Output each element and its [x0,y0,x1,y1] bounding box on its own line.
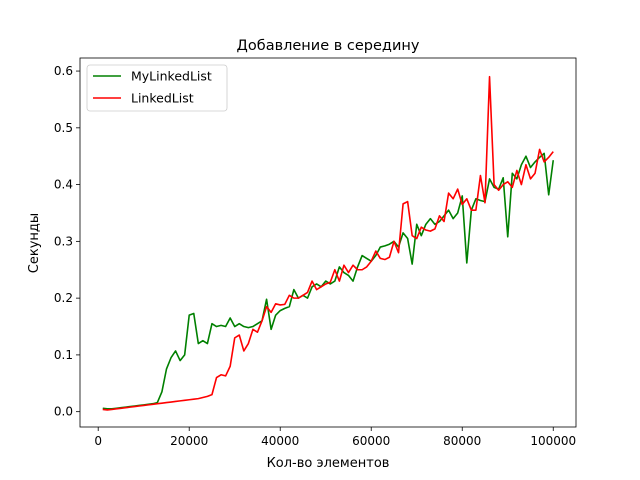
x-tick-label: 20000 [170,434,208,448]
x-tick-label: 80000 [443,434,481,448]
legend-entry-0: MyLinkedList [131,69,212,84]
y-tick-label: 0.4 [54,178,73,192]
y-tick-label: 0.0 [54,405,73,419]
chart-title: Добавление в середину [237,38,420,54]
x-tick-label: 40000 [261,434,299,448]
y-tick-label: 0.5 [54,121,73,135]
series-line-1 [102,75,554,411]
y-tick-label: 0.2 [54,291,73,305]
x-tick-label: 100000 [530,434,576,448]
y-axis-label: Секунды [27,213,42,273]
y-tick-label: 0.3 [54,234,73,248]
y-tick-label: 0.6 [54,64,73,78]
legend: MyLinkedList LinkedList [86,64,228,112]
plot-area: 0 20000 40000 60000 80000 100000 0.0 0.1 0.2 0.3 0… [54,57,577,448]
axes-frame [79,57,577,428]
legend-box [86,64,228,112]
x-tick-label: 0 [94,434,102,448]
x-tick-label: 60000 [352,434,390,448]
legend-entry-1: LinkedList [131,91,194,106]
x-axis-label: Кол-во элементов [267,456,390,471]
y-tick-label: 0.1 [54,348,73,362]
